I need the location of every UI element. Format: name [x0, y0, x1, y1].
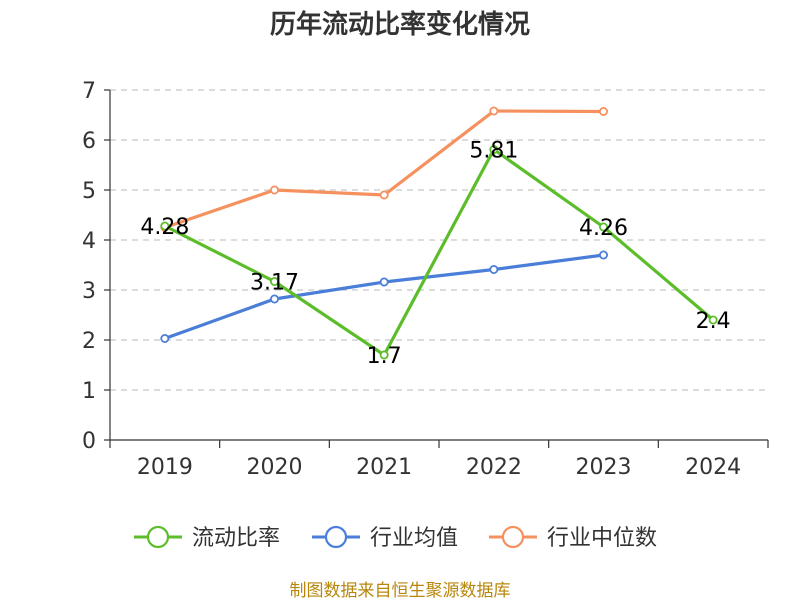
series-line: [164, 147, 715, 357]
source-note: 制图数据来自恒生聚源数据库: [290, 581, 511, 600]
y-tick-label: 0: [82, 429, 96, 454]
x-tick-label: 2023: [576, 455, 632, 480]
data-point: [269, 294, 279, 304]
data-point: [708, 315, 718, 325]
data-point: [269, 185, 279, 195]
data-label: 4.26: [579, 216, 628, 241]
data-point: [379, 277, 389, 287]
data-point: [599, 250, 609, 260]
y-tick-label: 7: [82, 79, 96, 104]
data-point: [599, 222, 609, 232]
y-tick-label: 3: [82, 279, 96, 304]
data-point: [489, 106, 499, 116]
data-label: 3.17: [250, 271, 299, 296]
series-line: [164, 253, 604, 341]
data-labels: 4.28 3.17 1.7 5.81 4.26 2.4: [140, 139, 730, 370]
x-tick-label: 2019: [137, 455, 193, 480]
data-point: [489, 264, 499, 274]
y-tick-label: 4: [82, 229, 96, 254]
legend: 流动比率 行业均值 行业中位数: [134, 525, 657, 551]
y-tick-label: 6: [82, 129, 96, 154]
legend-item[interactable]: 流动比率: [134, 525, 280, 551]
chart-title: 历年流动比率变化情况: [270, 9, 530, 40]
series-3: [160, 106, 609, 232]
data-point: [379, 190, 389, 200]
legend-label: 行业均值: [370, 526, 458, 551]
legend-marker-icon: [324, 525, 348, 549]
x-tick-label: 2020: [247, 455, 303, 480]
legend-marker-icon: [501, 525, 525, 549]
data-point: [379, 350, 389, 360]
legend-marker-icon: [146, 525, 170, 549]
data-point: [599, 107, 609, 117]
series-2: [160, 250, 609, 343]
series-layer: [160, 106, 718, 360]
y-tick-label: 5: [82, 179, 96, 204]
data-point: [269, 276, 279, 286]
x-tick-label: 2022: [466, 455, 522, 480]
data-label: 5.81: [469, 139, 518, 164]
data-label: 2.4: [696, 309, 731, 334]
x-tick-label: 2024: [685, 455, 741, 480]
grid-lines: [110, 89, 768, 391]
x-tick-label: 2021: [356, 455, 412, 480]
y-tick-label: 2: [82, 329, 96, 354]
axes: 0 1 2 3 4 5 6 7 2019 2020 2021 2022 2023 2024: [82, 79, 769, 480]
series-line: [164, 109, 604, 230]
data-label: 4.28: [140, 215, 189, 240]
data-point: [160, 333, 170, 343]
data-point: [489, 144, 499, 154]
legend-label: 流动比率: [192, 526, 280, 551]
legend-item[interactable]: 行业中位数: [489, 525, 657, 551]
legend-item[interactable]: 行业均值: [312, 525, 458, 551]
series-1: [160, 144, 718, 360]
data-point: [160, 221, 170, 231]
data-label: 1.7: [367, 344, 402, 369]
legend-label: 行业中位数: [547, 526, 657, 551]
y-tick-label: 1: [82, 379, 96, 404]
